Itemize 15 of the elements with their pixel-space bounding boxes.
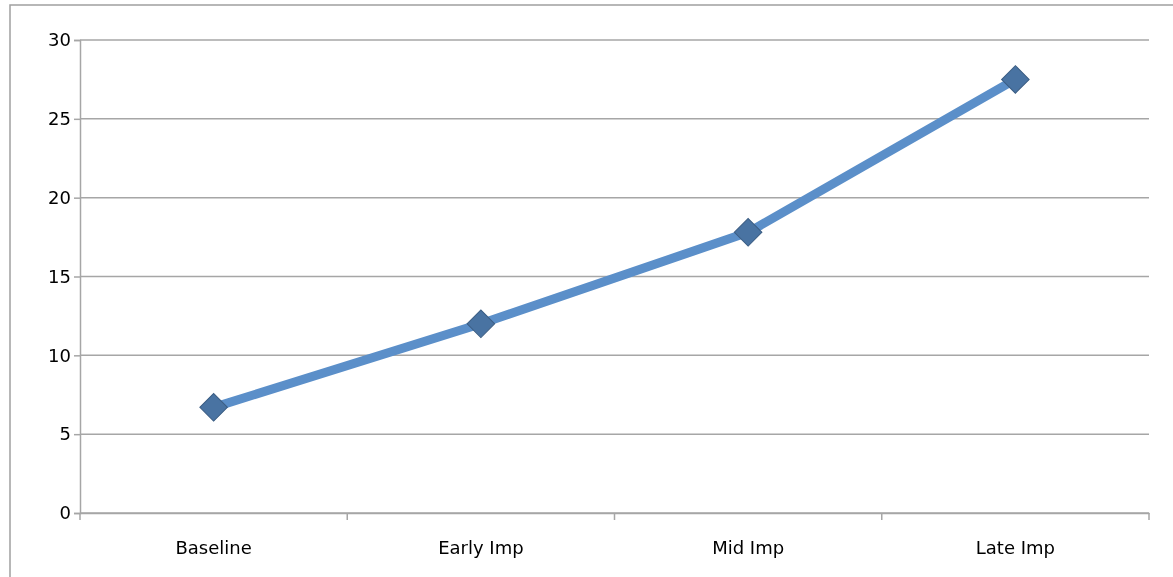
y-tick-label: 10 [48,344,71,366]
x-tick-label: Late Imp [975,536,1055,558]
y-tick-label: 0 [59,502,71,524]
y-tick-label: 20 [48,186,71,208]
x-tick-label: Mid Imp [712,536,785,558]
point [1001,65,1030,94]
x-tick-label: Early Imp [438,536,524,558]
y-tick-label: 30 [48,29,71,51]
point [733,218,763,247]
y-tick-label: 15 [48,265,71,287]
y-tick-label: 5 [59,423,71,445]
point [199,393,228,422]
point [466,309,496,339]
x-tick-label: Baseline [175,536,252,558]
y-tick-label: 25 [48,108,71,130]
